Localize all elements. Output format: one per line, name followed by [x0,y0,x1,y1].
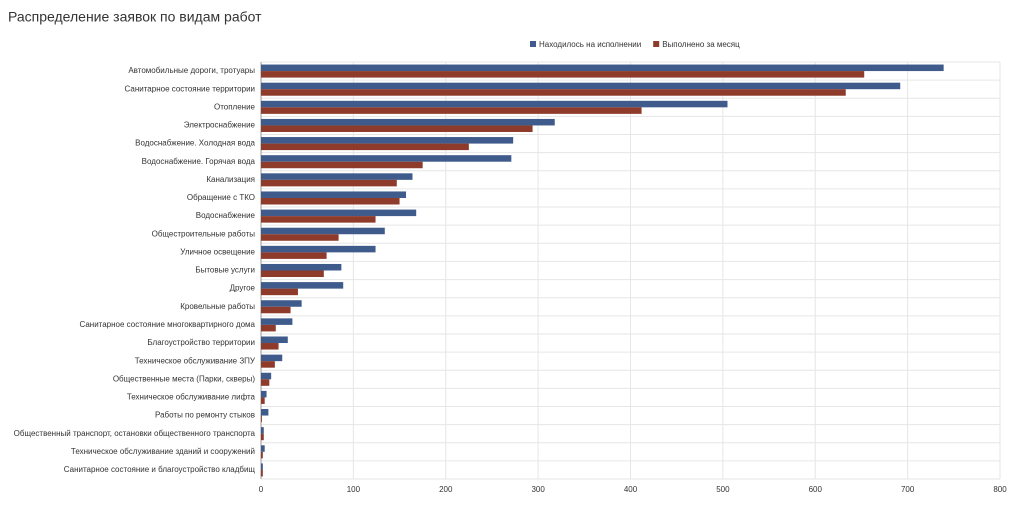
bar [261,216,376,223]
y-tick-label: Техническое обслуживание лифта [127,393,256,402]
y-tick-label: Другое [230,284,256,293]
bar [261,354,283,362]
x-tick-label: 300 [531,485,545,494]
bar [261,397,265,404]
bar [261,445,265,452]
bar [261,125,533,132]
y-tick-label: Канализация [206,175,255,184]
bar [261,118,555,126]
bar [261,343,279,350]
bar [261,390,267,398]
bar [261,379,270,386]
bar [261,191,407,198]
bar [261,107,642,114]
y-tick-label: Общественные места (Парки, скверы) [113,374,256,383]
bar [261,306,291,314]
bar [261,137,514,144]
y-tick-label: Водоснабжение. Холодная вода [135,139,255,148]
bar [261,433,264,441]
bar [261,324,276,332]
bar [261,451,263,459]
bar [261,288,298,296]
bar [261,336,288,344]
bar [261,469,263,477]
bar [261,270,324,278]
y-tick-label: Водоснабжение [196,211,256,220]
bar [261,427,264,434]
x-tick-label: 700 [901,485,915,494]
y-tick-label: Уличное освещение [180,247,255,256]
legend-swatch [653,41,660,47]
bar [261,252,327,259]
chart-title: Распределение заявок по видам работ [8,9,262,25]
bar [261,227,385,235]
bar [261,409,269,416]
y-tick-label: Общественный транспорт, остановки общест… [14,429,256,438]
bar [261,245,376,253]
bar [261,100,728,108]
bar [261,161,423,169]
y-tick-label: Благоустройство территории [147,338,255,347]
bar [261,82,901,90]
bar [261,143,469,151]
y-tick-label: Кровельные работы [180,302,255,311]
x-tick-label: 800 [993,485,1007,494]
bar [261,155,512,162]
bar [261,64,944,72]
bar [261,415,262,423]
bar [261,179,397,187]
y-tick-label: Работы по ремонту стыков [155,411,255,420]
x-tick-label: 0 [259,485,264,494]
y-tick-label: Общестроительные работы [152,229,256,238]
bar [261,197,400,205]
bar [261,318,293,325]
y-tick-label: Техническое обслуживание зданий и сооруж… [71,447,255,456]
bar [261,209,417,217]
y-tick-label: Автомобильные дороги, тротуары [128,66,255,75]
bar [261,89,846,96]
y-tick-label: Обращение с ТКО [187,193,255,202]
y-tick-label: Санитарное состояние и благоустройство к… [64,465,256,474]
x-tick-label: 100 [347,485,361,494]
y-tick-label: Отопление [214,102,256,111]
y-tick-label: Техническое обслуживание ЗПУ [135,356,256,365]
x-tick-label: 600 [809,485,823,494]
legend-label: Выполнено за месяц [662,40,740,49]
x-tick-label: 200 [439,485,453,494]
bar [261,234,339,241]
y-tick-label: Электроснабжение [184,121,256,130]
legend-label: Находилось на исполнении [539,40,641,49]
bar [261,173,413,180]
y-tick-label: Санитарное состояние многоквартирного до… [79,320,255,329]
bar [261,463,263,470]
bar [261,300,302,307]
bar [261,263,342,271]
bar [261,282,344,289]
y-tick-label: Водоснабжение. Горячая вода [142,157,256,166]
bar [261,361,275,368]
y-tick-label: Бытовые услуги [195,266,255,275]
y-tick-label: Санитарное состояние территории [125,84,255,93]
bar [261,71,865,78]
x-tick-label: 400 [624,485,638,494]
bar [261,372,272,380]
x-tick-label: 500 [716,485,730,494]
legend-swatch [530,41,536,47]
